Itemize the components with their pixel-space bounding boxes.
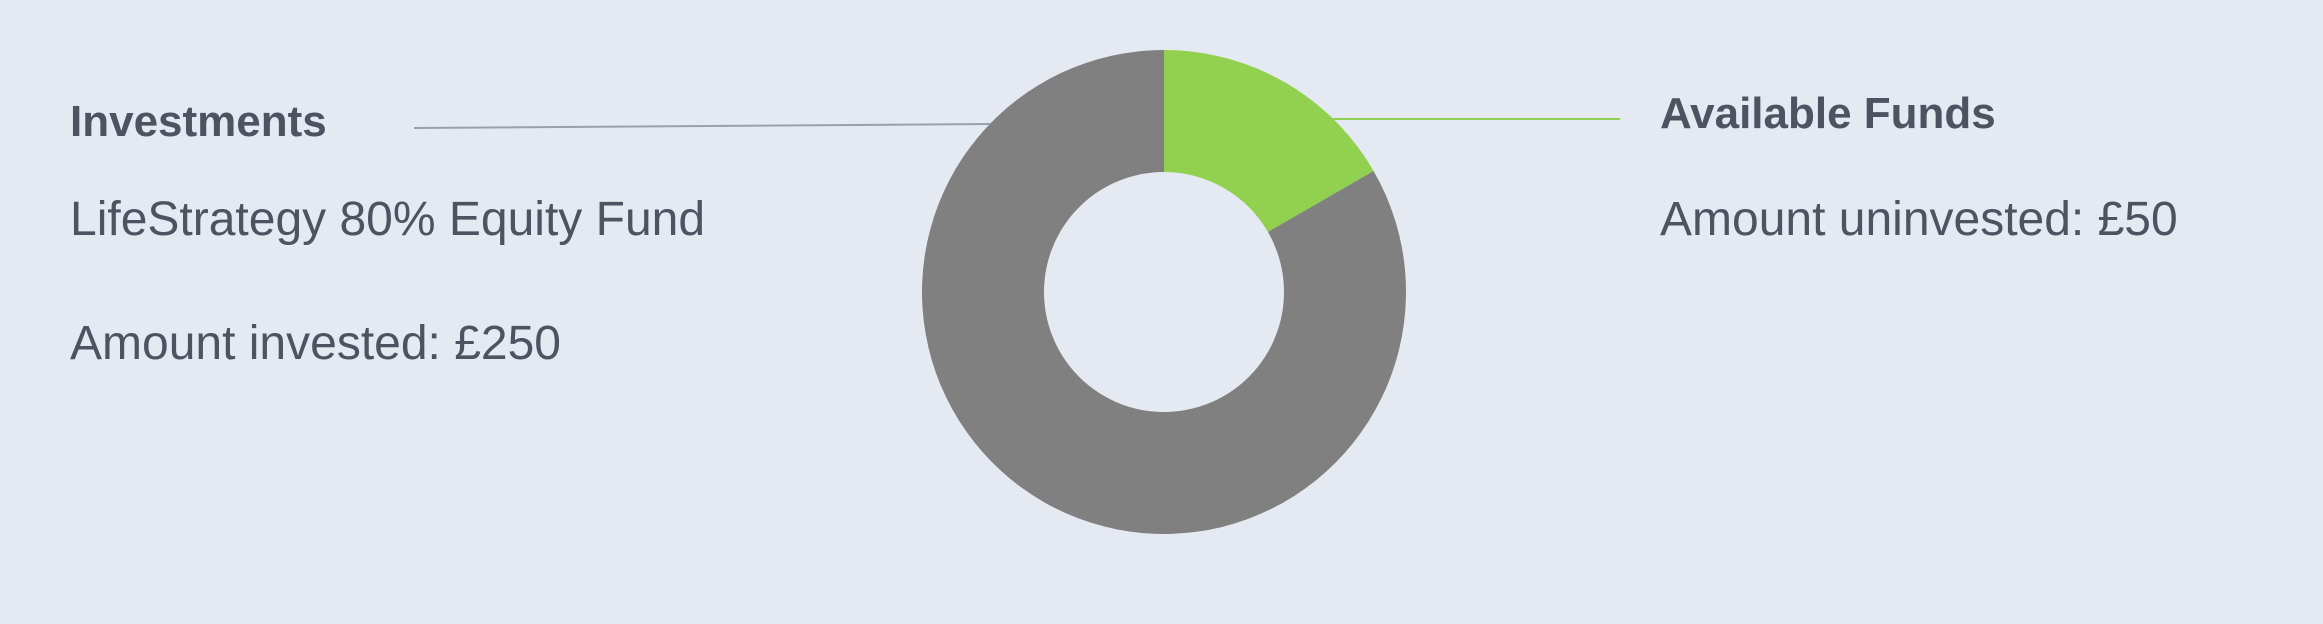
investments-title: Investments bbox=[70, 97, 327, 146]
investments-leader-line bbox=[413, 123, 991, 129]
available-funds-amount: Amount uninvested: £50 bbox=[1660, 193, 2178, 246]
investments-fund-name: LifeStrategy 80% Equity Fund bbox=[70, 193, 706, 246]
investments-amount: Amount invested: £250 bbox=[70, 317, 561, 370]
available-funds-slice bbox=[1164, 50, 1374, 232]
investments-slice bbox=[921, 50, 1406, 534]
available-funds-title: Available Funds bbox=[1660, 89, 1996, 138]
